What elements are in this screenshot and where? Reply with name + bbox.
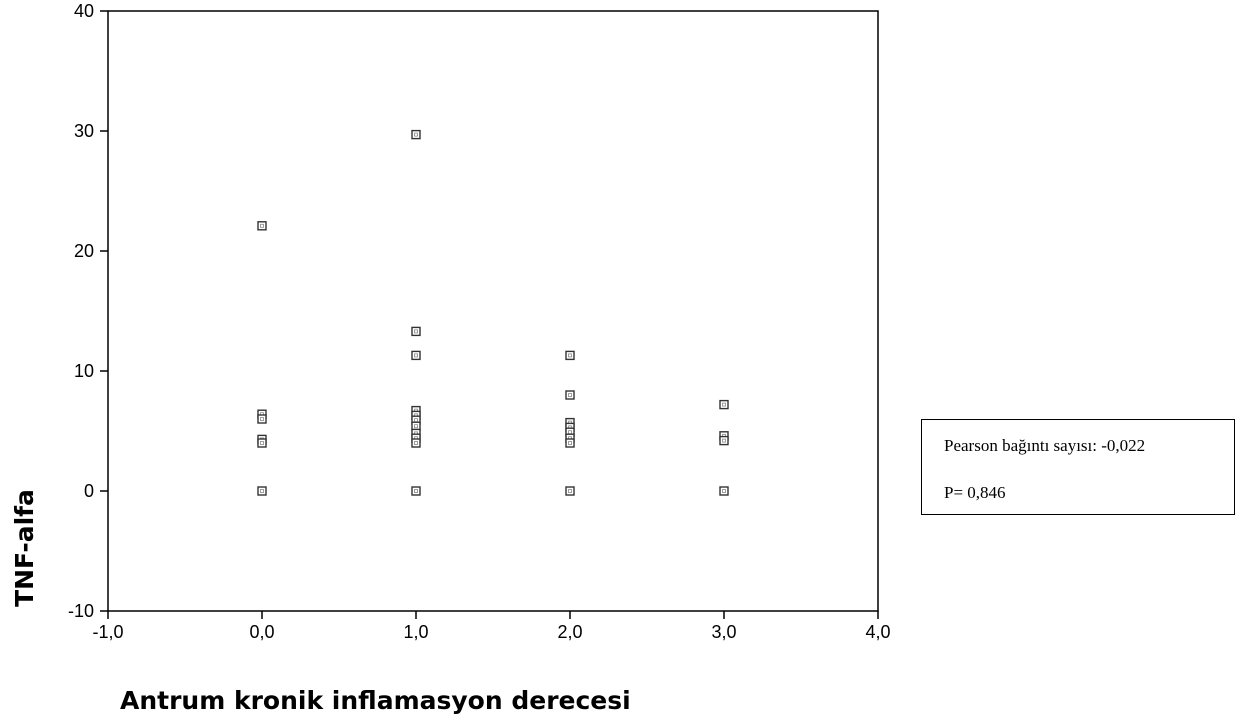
x-tick-label: 1,0 bbox=[403, 622, 428, 642]
data-point bbox=[565, 486, 575, 496]
data-point bbox=[411, 129, 421, 140]
data-point bbox=[411, 350, 421, 361]
y-axis: -10 0 10 20 30 40 bbox=[68, 1, 108, 621]
x-axis: -1,0 0,0 1,0 2,0 3,0 4,0 bbox=[92, 611, 891, 642]
data-point bbox=[257, 414, 267, 424]
y-tick-label: 40 bbox=[74, 1, 94, 21]
y-tick-label: 20 bbox=[74, 241, 94, 261]
stats-box: Pearson bağıntı sayısı: -0,022 P= 0,846 bbox=[921, 419, 1235, 515]
data-point bbox=[719, 399, 729, 410]
y-tick-label: 30 bbox=[74, 121, 94, 141]
data-point bbox=[719, 486, 729, 496]
data-point bbox=[411, 326, 421, 337]
data-point bbox=[257, 221, 267, 231]
plot-area bbox=[107, 10, 879, 612]
data-point bbox=[257, 486, 267, 496]
x-tick-label: 4,0 bbox=[865, 622, 890, 642]
pearson-correlation-text: Pearson bağıntı sayısı: -0,022 bbox=[944, 436, 1146, 455]
x-tick-label: 0,0 bbox=[249, 622, 274, 642]
data-points bbox=[257, 129, 729, 496]
data-point bbox=[411, 438, 421, 448]
y-tick-label: 10 bbox=[74, 361, 94, 381]
x-tick-label: 3,0 bbox=[711, 622, 736, 642]
data-point bbox=[565, 390, 575, 400]
p-value-text: P= 0,846 bbox=[944, 483, 1006, 502]
data-point bbox=[411, 486, 421, 496]
data-point bbox=[565, 438, 575, 448]
x-tick-label: -1,0 bbox=[92, 622, 123, 642]
data-point bbox=[565, 350, 575, 361]
x-axis-title: Antrum kronik inflamasyon derecesi bbox=[120, 686, 631, 715]
y-axis-title: TNF-alfa bbox=[10, 489, 39, 607]
x-tick-label: 2,0 bbox=[557, 622, 582, 642]
y-tick-label: -10 bbox=[68, 601, 94, 621]
data-point bbox=[719, 435, 729, 446]
data-point bbox=[257, 438, 267, 448]
y-tick-label: 0 bbox=[84, 481, 94, 501]
